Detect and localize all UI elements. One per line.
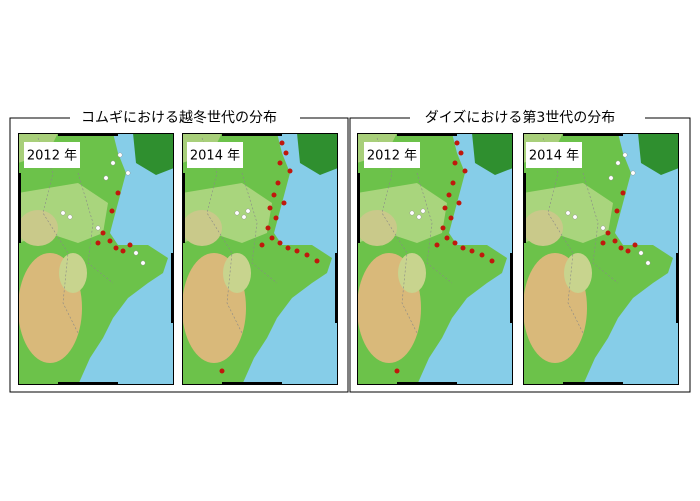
map-label: 2012 年	[367, 149, 417, 164]
map-label: 2014 年	[190, 149, 240, 164]
map-label: 2014 年	[529, 149, 579, 164]
map-label: 2012 年	[27, 149, 77, 164]
map: 2012 年	[357, 133, 513, 385]
panel-title: ダイズにおける第3世代の分布	[425, 109, 616, 126]
map: 2014 年	[181, 133, 339, 385]
map: 2014 年	[522, 133, 680, 385]
map: 2012 年	[18, 133, 174, 385]
panel-frames	[9, 117, 691, 393]
panel-title: コムギにおける越冬世代の分布	[81, 110, 277, 126]
